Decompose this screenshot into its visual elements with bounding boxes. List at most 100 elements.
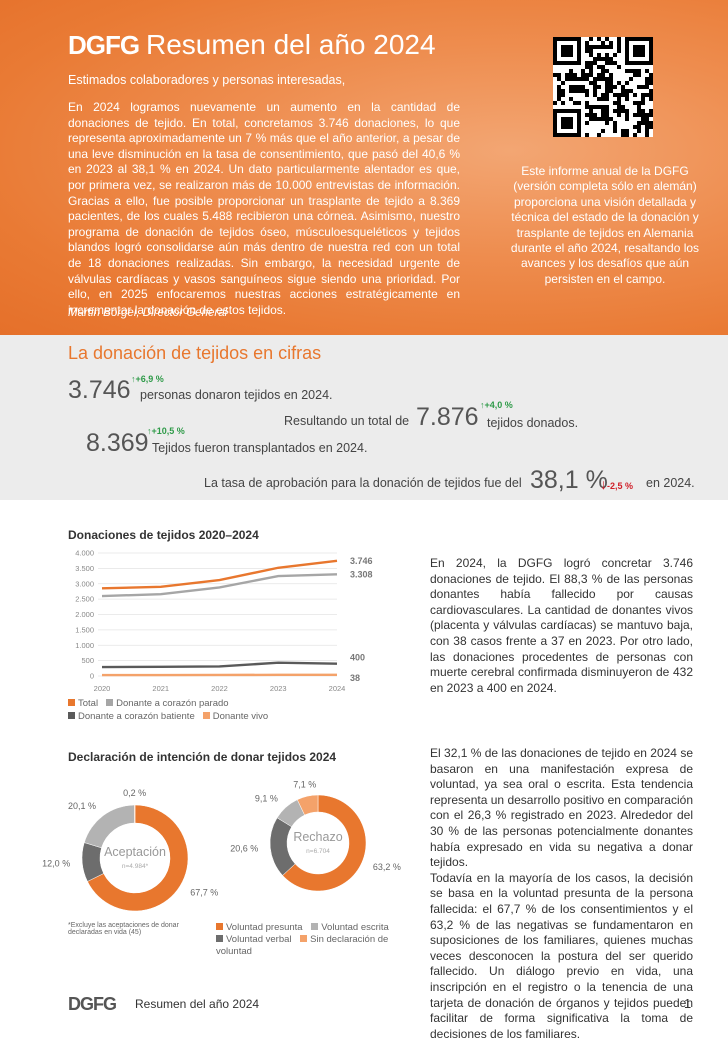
qr-module (613, 53, 617, 57)
line-series (102, 561, 337, 589)
qr-module (601, 93, 605, 97)
donut-value-label: 12,0 % (42, 858, 70, 868)
qr-module (617, 65, 621, 69)
qr-module (621, 129, 625, 133)
qr-module (621, 109, 625, 113)
qr-module (605, 93, 609, 97)
qr-module (557, 73, 561, 77)
qr-module (617, 97, 621, 101)
qr-module (645, 125, 649, 129)
qr-module (609, 61, 613, 65)
stat-text: en 2024. (646, 476, 695, 490)
qr-module (601, 117, 605, 121)
qr-module (613, 93, 617, 97)
qr-module (573, 85, 577, 89)
stat-text: Tejidos fueron transplantados en 2024. (152, 441, 367, 455)
footnote: *Excluye las aceptaciones de donar decla… (68, 922, 198, 936)
legend-swatch (203, 712, 210, 719)
qr-module (585, 77, 589, 81)
x-tick-label: 2020 (94, 684, 111, 693)
qr-module (613, 61, 617, 65)
qr-module (573, 101, 577, 105)
qr-module (601, 77, 605, 81)
qr-module (617, 41, 621, 45)
qr-module (597, 77, 601, 81)
qr-module (605, 109, 609, 113)
qr-module (605, 113, 609, 117)
donut-center-subtitle: n=6.704 (306, 848, 330, 855)
qr-module (645, 133, 649, 137)
qr-module (557, 93, 561, 97)
qr-module (637, 73, 641, 77)
qr-module (645, 93, 649, 97)
qr-module (641, 121, 645, 125)
legend-item: Voluntad escrita (311, 922, 389, 933)
qr-module (641, 93, 645, 97)
qr-module (601, 57, 605, 61)
signature: Martin Börgel, Director General (68, 307, 227, 319)
qr-module (577, 89, 581, 93)
qr-module (565, 73, 569, 77)
y-tick-label: 1.500 (75, 625, 94, 634)
stat-text: tejidos donados. (487, 416, 578, 430)
line-chart-title: Donaciones de tejidos 2020–2024 (68, 528, 259, 542)
qr-module (581, 69, 585, 73)
qr-module (625, 133, 629, 137)
qr-module (585, 65, 589, 69)
qr-module (609, 57, 613, 61)
qr-module (633, 133, 637, 137)
legend-label: Voluntad verbal (226, 934, 292, 945)
value-label: 38 (350, 673, 360, 683)
qr-module (601, 97, 605, 101)
qr-module (589, 37, 593, 41)
qr-module (649, 121, 653, 125)
qr-module (585, 89, 589, 93)
greeting: Estimados colaboradores y personas inter… (68, 73, 345, 87)
qr-finder (633, 45, 645, 57)
qr-module (617, 81, 621, 85)
qr-module (597, 85, 601, 89)
x-tick-label: 2024 (329, 684, 346, 693)
qr-module (625, 117, 629, 121)
y-tick-label: 500 (81, 656, 94, 665)
qr-module (569, 77, 573, 81)
qr-module (589, 49, 593, 53)
qr-module (593, 117, 597, 121)
donut-slice (134, 805, 135, 823)
qr-module (601, 65, 605, 69)
qr-module (557, 97, 561, 101)
donut-slice (297, 795, 318, 815)
qr-module (621, 93, 625, 97)
stat-number: 3.746 (68, 376, 131, 405)
qr-module (649, 109, 653, 113)
qr-module (637, 101, 641, 105)
qr-module (621, 133, 625, 137)
donut-value-label: 0,2 % (123, 788, 146, 798)
donut-slice (277, 800, 304, 827)
qr-module (645, 121, 649, 125)
page-number: 1 (684, 996, 691, 1011)
qr-module (637, 129, 641, 133)
qr-module (577, 101, 581, 105)
qr-module (617, 93, 621, 97)
y-tick-label: 1.000 (75, 641, 94, 650)
donut-value-label: 63,2 % (373, 862, 401, 872)
donut-center-title: Rechazo (293, 830, 342, 844)
qr-module (597, 133, 601, 137)
qr-module (605, 77, 609, 81)
qr-module (593, 45, 597, 49)
legend-item: Total (68, 697, 98, 710)
qr-module (625, 109, 629, 113)
qr-module (633, 93, 637, 97)
qr-module (589, 81, 593, 85)
qr-module (605, 81, 609, 85)
qr-module (601, 129, 605, 133)
line-chart-text: En 2024, la DGFG logró concretar 3.746 d… (430, 556, 693, 696)
legend-label: Total (78, 698, 98, 709)
qr-module (637, 105, 641, 109)
qr-finder (561, 45, 573, 57)
qr-module (645, 117, 649, 121)
qr-module (649, 81, 653, 85)
donut-value-label: 67,7 % (190, 887, 218, 897)
legend-label: Donante a corazón batiente (78, 711, 195, 722)
